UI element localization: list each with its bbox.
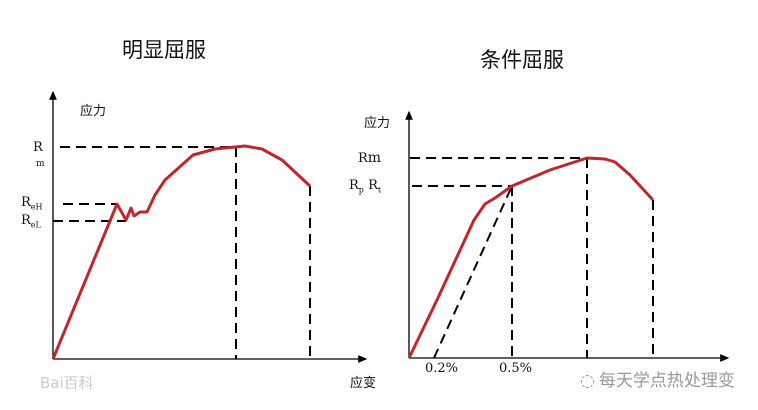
- wechat-icon: ◌: [580, 371, 595, 391]
- left-title: 明显屈服: [122, 38, 206, 62]
- wechat-watermark: ◌ 每天学点热处理变: [580, 371, 735, 391]
- baidu-watermark: Bai百科: [40, 374, 94, 392]
- right-rp-rt-label: Rp Rt: [349, 178, 382, 195]
- right-y-label: 应力: [364, 116, 391, 131]
- right-rm-label: Rm: [358, 150, 382, 166]
- left-reh-label: ReH: [21, 195, 43, 212]
- left-x-label: 应变: [350, 376, 377, 391]
- right-offset-line: [433, 185, 513, 359]
- right-curve: [407, 156, 655, 359]
- tick-0.2-percent: 0.2%: [425, 361, 459, 376]
- right-title: 条件屈服: [480, 48, 564, 72]
- tick-0.5-percent: 0.5%: [499, 361, 533, 376]
- left-curve: [51, 144, 312, 360]
- left-rel-label: ReL: [21, 213, 41, 230]
- left-y-label: 应力: [80, 104, 107, 119]
